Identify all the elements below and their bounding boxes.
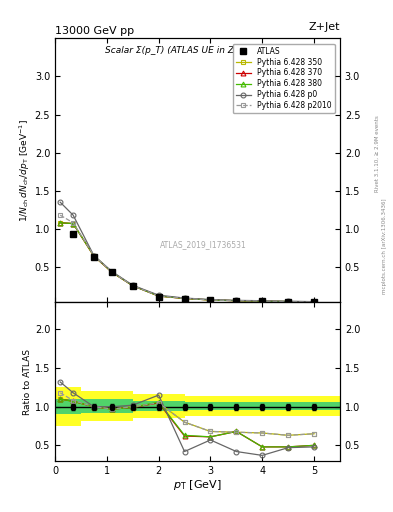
Text: Scalar Σ(p_T) (ATLAS UE in Z production): Scalar Σ(p_T) (ATLAS UE in Z production) [105, 46, 290, 55]
Text: ATLAS_2019_I1736531: ATLAS_2019_I1736531 [160, 240, 246, 249]
Y-axis label: $1/N_\mathrm{ch}\,dN_\mathrm{ch}/dp_\mathrm{T}\ [\mathrm{GeV}^{-1}]$: $1/N_\mathrm{ch}\,dN_\mathrm{ch}/dp_\mat… [17, 119, 32, 222]
Text: mcplots.cern.ch [arXiv:1306.3436]: mcplots.cern.ch [arXiv:1306.3436] [382, 198, 387, 293]
Text: 13000 GeV pp: 13000 GeV pp [55, 26, 134, 36]
Text: Z+Jet: Z+Jet [309, 22, 340, 32]
Y-axis label: Ratio to ATLAS: Ratio to ATLAS [23, 349, 32, 415]
X-axis label: $p_\mathrm{T}\ [\mathrm{GeV}]$: $p_\mathrm{T}\ [\mathrm{GeV}]$ [173, 478, 222, 493]
Legend: ATLAS, Pythia 6.428 350, Pythia 6.428 370, Pythia 6.428 380, Pythia 6.428 p0, Py: ATLAS, Pythia 6.428 350, Pythia 6.428 37… [233, 44, 335, 113]
Text: Rivet 3.1.10, ≥ 2.9M events: Rivet 3.1.10, ≥ 2.9M events [375, 115, 380, 192]
